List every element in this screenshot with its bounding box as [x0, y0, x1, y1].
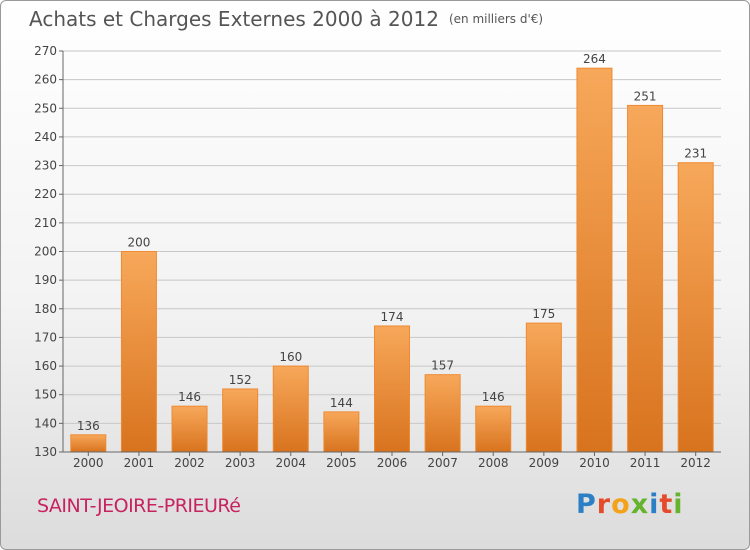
chart-title: Achats et Charges Externes 2000 à 2012 (e…: [29, 7, 543, 31]
x-tick-label: 2004: [275, 456, 306, 470]
data-label-2009: 175: [532, 307, 555, 321]
bar-2005: [323, 411, 360, 453]
data-label-2007: 157: [431, 359, 454, 373]
bar-2007: [424, 374, 461, 453]
y-tick-label: 150: [34, 388, 57, 402]
y-tick-label: 180: [34, 302, 57, 316]
x-tick-label: 2002: [174, 456, 205, 470]
y-tick-label: 260: [34, 73, 57, 87]
place-name: SAINT-JEOIRE-PRIEURé: [37, 495, 241, 517]
y-tick-label: 270: [34, 44, 57, 58]
data-label-2000: 136: [77, 419, 100, 433]
bar-2000: [70, 434, 107, 453]
y-tick-label: 220: [34, 187, 57, 201]
bar-2002: [171, 405, 208, 453]
data-label-2001: 200: [127, 236, 150, 250]
x-tick-label: 2010: [579, 456, 610, 470]
y-tick-label: 190: [34, 273, 57, 287]
bar-2008: [475, 405, 512, 453]
y-tick-label: 140: [34, 416, 57, 430]
bar-2004: [272, 365, 309, 453]
x-tick-label: 2001: [124, 456, 155, 470]
y-tick-label: 250: [34, 101, 57, 115]
bar-2003: [222, 388, 259, 453]
data-label-2002: 146: [178, 390, 201, 404]
y-tick-label: 240: [34, 130, 57, 144]
y-tick-label: 170: [34, 330, 57, 344]
x-tick-label: 2005: [326, 456, 357, 470]
data-label-2012: 231: [684, 147, 707, 161]
x-tick-label: 2011: [630, 456, 661, 470]
x-tick-label: 2012: [680, 456, 711, 470]
chart-title-text: Achats et Charges Externes 2000 à 2012: [29, 7, 439, 31]
chart-unit: (en milliers d'€): [448, 12, 544, 26]
bar-2009: [525, 322, 562, 453]
bar-2006: [374, 325, 410, 453]
y-tick-label: 200: [34, 245, 57, 259]
x-tick-label: 2007: [427, 456, 458, 470]
x-tick-label: 2006: [377, 456, 408, 470]
proxiti-logo[interactable]: Proxiti: [576, 489, 684, 520]
x-tick-label: 2009: [529, 456, 560, 470]
data-label-2008: 146: [482, 390, 505, 404]
x-tick-label: 2003: [225, 456, 256, 470]
bar-2001: [120, 251, 157, 453]
bar-2010: [576, 67, 613, 453]
data-label-2003: 152: [229, 373, 252, 387]
data-label-2010: 264: [583, 52, 606, 66]
bar-2011: [627, 104, 664, 453]
data-label-2011: 251: [634, 89, 657, 103]
bar-2012: [677, 162, 714, 453]
data-label-2004: 160: [279, 350, 302, 364]
x-tick-label: 2008: [478, 456, 509, 470]
y-tick-label: 160: [34, 359, 57, 373]
x-tick-label: 2000: [73, 456, 104, 470]
data-label-2006: 174: [381, 310, 404, 324]
y-tick-label: 230: [34, 159, 57, 173]
y-tick-label: 130: [34, 445, 57, 459]
y-tick-label: 210: [34, 216, 57, 230]
data-label-2005: 144: [330, 396, 353, 410]
